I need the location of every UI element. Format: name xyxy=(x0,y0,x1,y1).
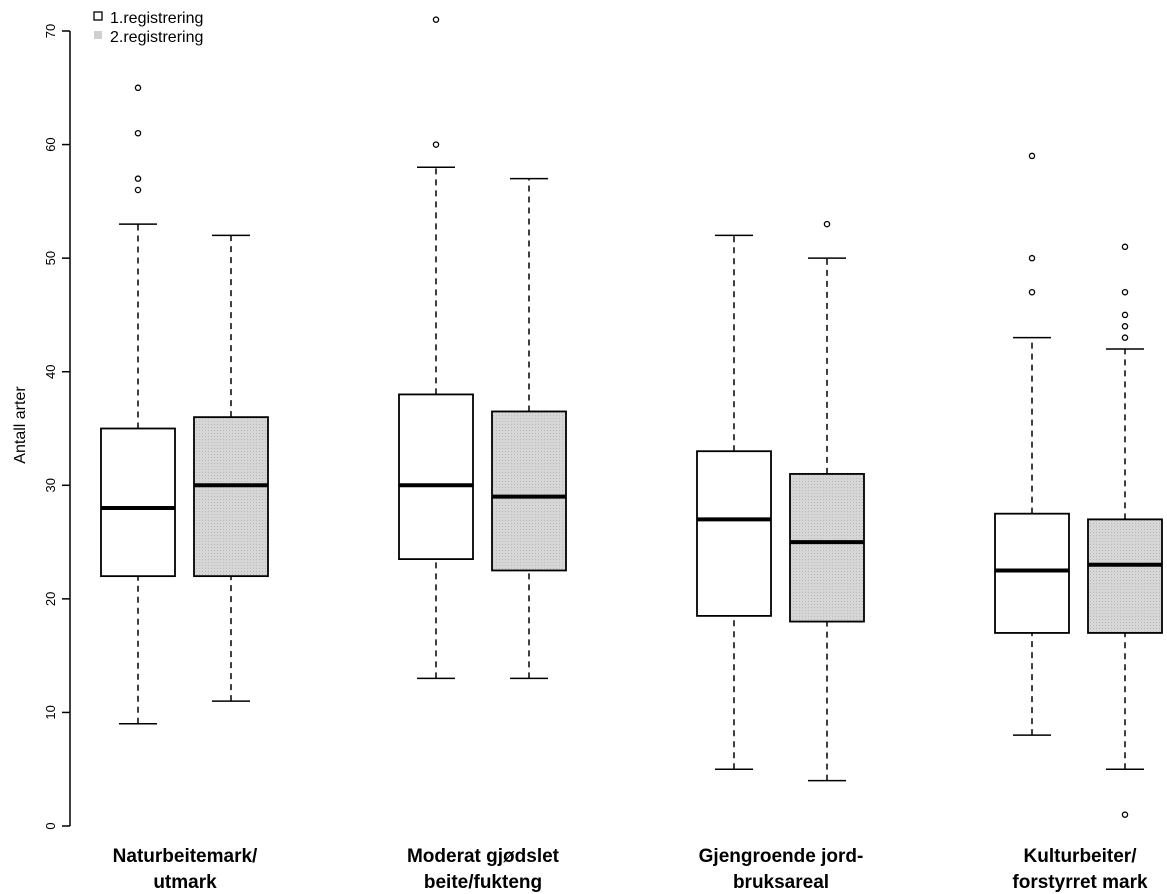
iqr-box xyxy=(193,416,269,578)
outlier-point-0 xyxy=(134,186,142,194)
outlier-point-4 xyxy=(1121,288,1129,296)
legend: 1.registrering 2.registrering xyxy=(93,10,203,46)
y-ticks: 0 10 20 30 40 50 60 70 xyxy=(43,24,70,830)
category-label-4-line1: Kulturbeiter/ xyxy=(1024,846,1138,867)
iqr-box xyxy=(398,393,474,561)
outlier-point-1 xyxy=(432,16,440,23)
y-tick-label-3: 30 xyxy=(43,478,58,492)
boxes-layer xyxy=(100,16,1163,818)
legend-swatch-2 xyxy=(94,31,102,39)
category-label-2-line2: beite/fukteng xyxy=(424,872,542,893)
y-axis-label: Antall arter xyxy=(12,386,29,464)
y-axis: 0 10 20 30 40 50 60 70 xyxy=(43,24,71,830)
box-4-series-1 xyxy=(994,152,1070,736)
category-label-2-line1: Moderat gjødslet xyxy=(407,846,560,867)
outlier-point-2 xyxy=(1028,152,1036,160)
legend-swatch-1 xyxy=(93,11,103,21)
category-label-4-line2: forstyrret mark xyxy=(1012,872,1148,893)
outlier-point-0 xyxy=(1121,811,1129,818)
y-tick-label-5: 50 xyxy=(43,251,58,265)
box-3-series-1 xyxy=(696,234,772,770)
category-label-1-line1: Naturbeitemark/ xyxy=(113,846,258,867)
category-label-3-line2: bruksareal xyxy=(733,872,829,893)
outlier-point-0 xyxy=(823,220,831,228)
category-label-3-line1: Gjengroende jord- xyxy=(699,846,864,867)
legend-label-1: 1.registrering xyxy=(110,10,203,27)
outlier-point-1 xyxy=(1121,334,1129,341)
iqr-box xyxy=(789,473,865,623)
y-tick-label-1: 10 xyxy=(43,705,58,719)
outlier-point-1 xyxy=(1028,254,1036,262)
box-1-series-1 xyxy=(100,84,176,725)
box-4-series-2 xyxy=(1087,243,1163,818)
iqr-box xyxy=(1087,518,1163,634)
outlier-point-0 xyxy=(432,141,440,148)
y-tick-label-4: 40 xyxy=(43,364,58,378)
outlier-point-2 xyxy=(134,129,142,137)
outlier-point-0 xyxy=(1028,288,1036,296)
outlier-point-5 xyxy=(1121,243,1129,251)
y-tick-label-0: 0 xyxy=(43,822,58,829)
iqr-box xyxy=(100,427,176,578)
box-1-series-2 xyxy=(193,234,269,702)
category-label-1-line2: utmark xyxy=(153,872,217,893)
outlier-point-3 xyxy=(134,84,142,92)
y-tick-label-6: 60 xyxy=(43,137,58,151)
iqr-box xyxy=(696,450,772,617)
x-axis-labels: Naturbeitemark/ utmark Moderat gjødslet … xyxy=(113,846,1148,893)
iqr-box xyxy=(491,410,567,572)
iqr-box xyxy=(994,512,1070,634)
y-tick-label-7: 70 xyxy=(43,24,58,38)
box-2-series-2 xyxy=(491,177,567,680)
outlier-point-2 xyxy=(1121,323,1129,330)
outlier-point-3 xyxy=(1121,311,1129,319)
legend-label-2: 2.registrering xyxy=(110,29,203,46)
box-2-series-1 xyxy=(398,16,474,680)
outlier-point-1 xyxy=(134,175,142,182)
y-tick-label-2: 20 xyxy=(43,592,58,606)
box-3-series-2 xyxy=(789,220,865,782)
